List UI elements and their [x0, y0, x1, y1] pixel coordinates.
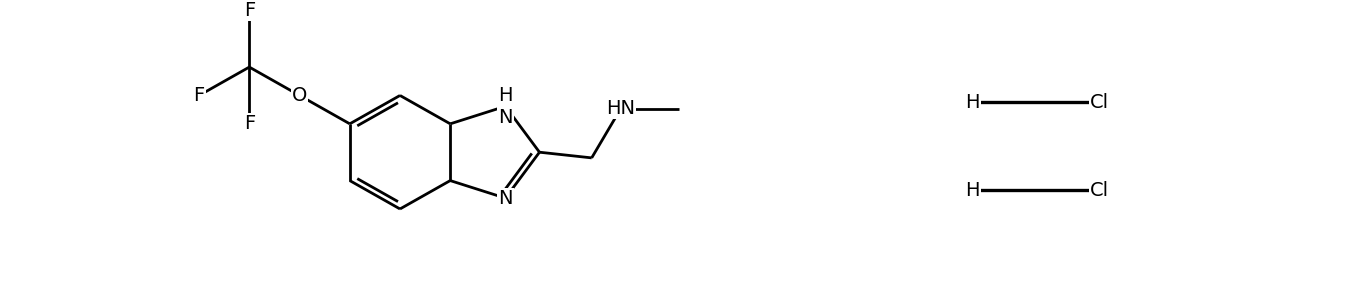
- Text: F: F: [244, 1, 255, 20]
- Text: H
N: H N: [498, 86, 513, 127]
- Text: Cl: Cl: [1089, 181, 1110, 200]
- Text: F: F: [193, 86, 205, 105]
- Text: F: F: [244, 114, 255, 133]
- Text: N: N: [498, 189, 513, 208]
- Text: HN: HN: [606, 99, 636, 118]
- Text: H: H: [965, 181, 980, 200]
- Text: H: H: [965, 93, 980, 112]
- Text: Cl: Cl: [1089, 93, 1110, 112]
- Text: O: O: [292, 86, 308, 105]
